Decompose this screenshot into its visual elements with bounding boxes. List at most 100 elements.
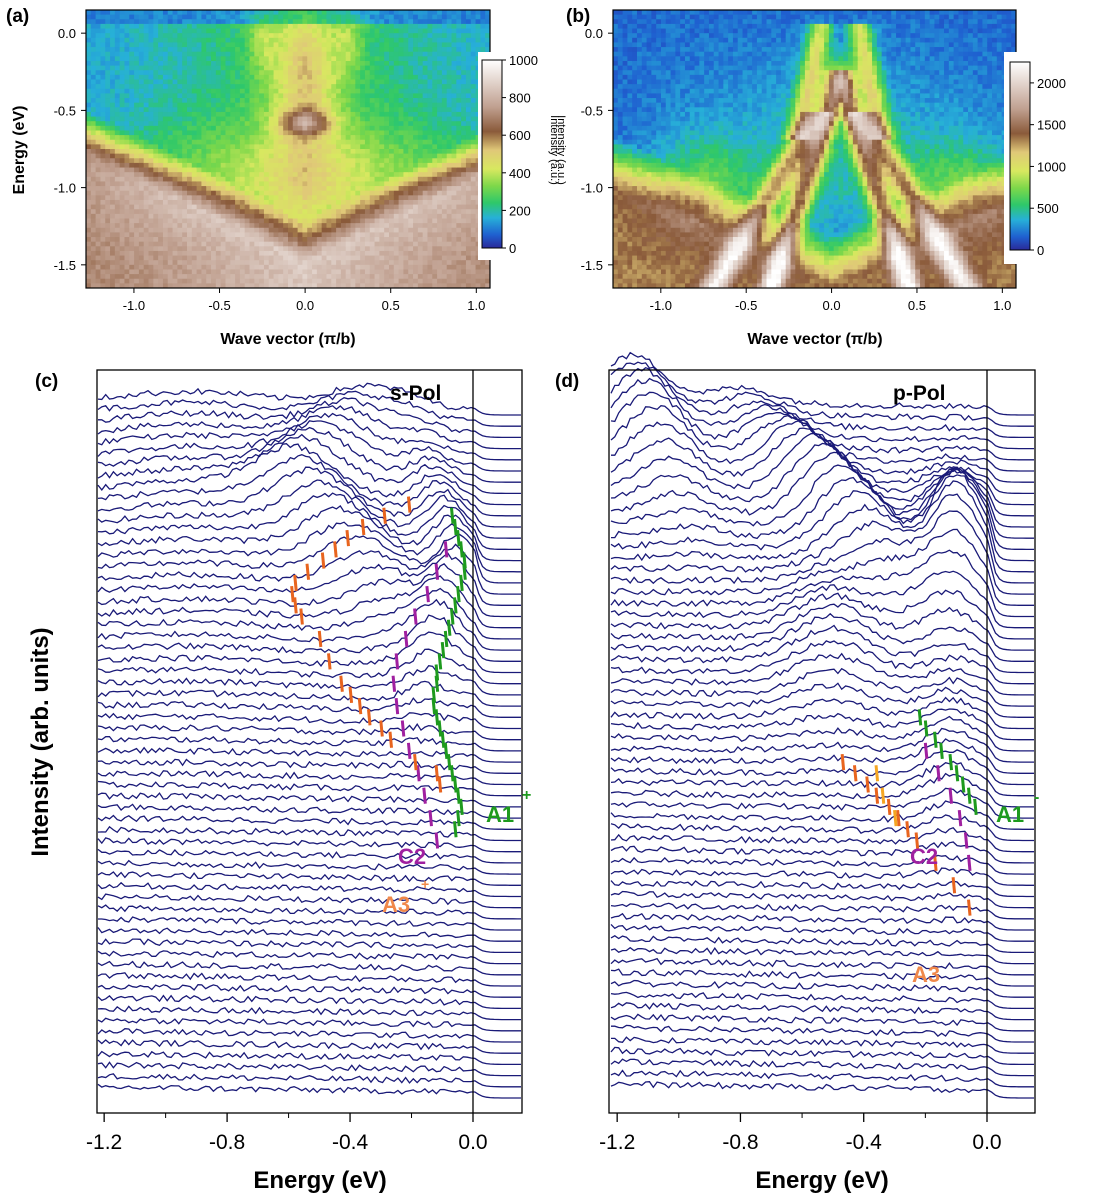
heatmap-cell [427, 65, 433, 71]
heatmap-cell [297, 56, 304, 62]
heatmap-cell [374, 125, 380, 132]
heatmap-cell [162, 209, 169, 215]
heatmap-cell [461, 139, 467, 145]
heatmap-cell [408, 250, 414, 257]
heatmap-cell [259, 190, 265, 196]
heatmap-cell [211, 158, 217, 164]
heatmap-cell [297, 144, 304, 150]
heatmap-cell [162, 107, 169, 113]
heatmap-cell [211, 65, 217, 71]
heatmap-cell [244, 181, 251, 187]
heatmap-cell [413, 111, 419, 118]
heatmap-cell [355, 278, 361, 284]
heatmap-cell [331, 23, 337, 30]
heatmap-cell [162, 162, 169, 169]
heatmap-cell [422, 79, 429, 85]
heatmap-cell [187, 186, 193, 192]
heatmap-cell [427, 37, 433, 44]
heatmap-cell [326, 223, 332, 229]
heatmap-cell [340, 162, 347, 169]
heatmap-cell [119, 149, 126, 155]
heatmap-cell [162, 37, 169, 44]
heatmap-cell [461, 98, 467, 104]
heatmap-cell [345, 181, 352, 187]
heatmap-cell [350, 250, 356, 257]
heatmap-cell [336, 42, 342, 48]
heatmap-cell [441, 111, 448, 118]
heatmap-cell [177, 28, 183, 34]
heatmap-cell [177, 162, 183, 169]
heatmap-cell [206, 227, 212, 233]
heatmap-cell [153, 37, 159, 44]
heatmap-cell [408, 139, 414, 145]
heatmap-cell [138, 79, 145, 85]
heatmap-cell [461, 223, 467, 229]
heatmap-cell [254, 278, 260, 284]
heatmap-cell [446, 116, 453, 122]
heatmap-cell [321, 23, 328, 30]
heatmap-cell [196, 158, 203, 164]
heatmap-cell [167, 111, 174, 118]
heatmap-cell [95, 246, 102, 252]
heatmap-cell [441, 10, 448, 16]
heatmap-cell [288, 153, 294, 159]
heatmap-cell [283, 19, 289, 25]
heatmap-cell [114, 223, 121, 229]
heatmap-cell [441, 278, 448, 284]
heatmap-cell [292, 223, 299, 229]
heatmap-cell [225, 255, 231, 261]
heatmap-cell [336, 144, 342, 150]
heatmap-cell [187, 232, 193, 238]
heatmap-cell [417, 111, 424, 118]
heatmap-cell [187, 213, 193, 220]
heatmap-cell [187, 167, 193, 173]
heatmap-cell [369, 135, 376, 141]
heatmap-cell [403, 135, 409, 141]
heatmap-cell [384, 278, 390, 284]
heatmap-cell [384, 42, 390, 48]
heatmap-cell [292, 60, 299, 67]
heatmap-cell [441, 125, 448, 132]
heatmap-cell [86, 260, 92, 266]
heatmap-cell [278, 19, 284, 25]
heatmap-cell [187, 162, 193, 169]
heatmap-cell [114, 47, 121, 53]
heatmap-cell [446, 65, 453, 71]
heatmap-a [86, 10, 490, 288]
heatmap-cell [288, 116, 294, 122]
heatmap-cell [134, 237, 140, 243]
heatmap-cell [427, 121, 433, 127]
heatmap-cell [158, 223, 164, 229]
heatmap-cell [114, 172, 121, 178]
heatmap-cell [201, 176, 207, 183]
heatmap-cell [470, 102, 477, 108]
heatmap-cell [86, 186, 92, 192]
heatmap-cell [143, 283, 150, 288]
heatmap-cell [408, 60, 414, 67]
heatmap-cell [138, 88, 145, 94]
heatmap-cell [129, 37, 135, 44]
heatmap-cell [355, 111, 361, 118]
heatmap-cell [374, 264, 380, 271]
heatmap-cell [355, 47, 361, 53]
heatmap-cell [369, 274, 376, 280]
heatmap-cell [307, 28, 313, 34]
heatmap-cell [239, 283, 246, 288]
heatmap-cell [206, 241, 212, 247]
heatmap-cell [432, 213, 438, 220]
heatmap-cell [230, 111, 236, 118]
heatmap-cell [239, 37, 246, 44]
heatmap-cell [283, 121, 289, 127]
heatmap-cell [119, 195, 126, 201]
heatmap-cell [432, 93, 438, 99]
heatmap-cell [413, 162, 419, 169]
heatmap-cell [278, 65, 284, 71]
heatmap-cell [90, 190, 97, 196]
heatmap-cell [379, 121, 385, 127]
heatmap-cell [110, 88, 116, 94]
heatmap-cell [215, 74, 222, 81]
heatmap-cell [177, 237, 183, 243]
heatmap-cell [153, 23, 159, 30]
heatmap-cell [408, 98, 414, 104]
heatmap-cell [427, 88, 433, 94]
